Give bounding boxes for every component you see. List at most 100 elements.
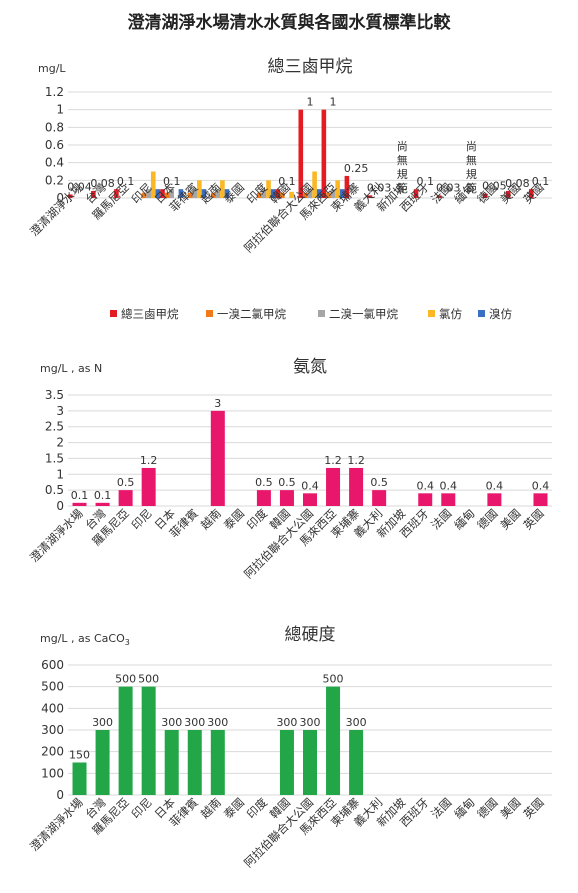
thm-bar (261, 189, 267, 198)
category-label: 緬甸 (451, 506, 477, 532)
hard-bar (141, 686, 156, 795)
thm-bar (220, 180, 225, 198)
y-tick-label: 0.5 (45, 483, 64, 497)
data-label: 1.2 (347, 454, 365, 467)
thm-bar (344, 175, 350, 198)
data-label: 規 (466, 167, 477, 181)
data-label: 0.1 (163, 175, 181, 188)
nh3-bar (118, 490, 133, 506)
data-label: 300 (300, 716, 321, 729)
thm-bar (339, 189, 345, 198)
data-label: 1 (307, 96, 314, 109)
nh3-bar (72, 502, 87, 506)
data-label: 0.05 (482, 180, 507, 193)
data-label: 300 (161, 716, 182, 729)
category-label: 印尼 (129, 506, 155, 532)
legend-swatch (318, 310, 325, 317)
thm-bar (270, 189, 276, 198)
data-label: 0.04 (67, 180, 92, 193)
y-tick-label: 0 (56, 788, 64, 802)
chart-title: 總三鹵甲烷 (268, 57, 353, 77)
chart-title: 氨氮 (293, 357, 327, 377)
category-label: 美國 (497, 506, 523, 532)
category-label: 緬甸 (451, 795, 477, 821)
y-tick-label: 3.5 (45, 388, 64, 402)
hard-bar (72, 762, 87, 795)
thm-bar (215, 189, 221, 198)
legend-swatch (478, 310, 485, 317)
thm-bar (164, 192, 170, 198)
thm-bar (266, 180, 271, 198)
hard-bar (349, 730, 364, 795)
thm-bar (436, 195, 442, 198)
category-label: 澄清湖淨水場 (27, 506, 86, 565)
legend-label: 二溴一氯甲烷 (329, 307, 398, 321)
category-label: 越南 (198, 180, 224, 206)
y-tick-label: 600 (41, 658, 64, 672)
nh3-bar (256, 490, 271, 506)
nh3-bar (533, 493, 548, 506)
data-label: 無 (466, 153, 477, 167)
y-tick-label: 400 (41, 701, 64, 715)
nh3-bar (95, 502, 110, 506)
category-label: 印度 (244, 795, 271, 822)
category-label: 越南 (198, 795, 224, 821)
hard-bar (279, 730, 294, 795)
y-tick-label: 3 (56, 404, 64, 418)
data-label: 500 (115, 673, 136, 686)
data-label: 0.4 (416, 479, 434, 492)
hard-bar (303, 730, 317, 795)
hard-bar (95, 730, 110, 795)
data-label: 1 (330, 96, 337, 109)
thm-bar (528, 189, 534, 198)
category-label: 越南 (198, 506, 224, 532)
legend-label: 溴仿 (489, 307, 512, 321)
y-axis-unit: mg/L , as CaCO3 (40, 632, 130, 647)
thm-bar (169, 189, 175, 198)
nh3-bar (418, 493, 433, 506)
thm-bar (257, 192, 262, 198)
thm-bar (141, 192, 147, 198)
data-label: 1.2 (324, 454, 342, 467)
thm-bar (326, 192, 331, 198)
thm-bar (482, 193, 488, 198)
thm-bar (280, 192, 285, 198)
thm-bar (289, 191, 294, 198)
thm-bar (150, 171, 156, 198)
thm-bar (91, 190, 96, 198)
page-title: 澄清湖淨水場清水水質與各國水質標準比較 (127, 13, 451, 33)
legend-label: 一溴二氯甲烷 (217, 307, 286, 321)
y-tick-label: 0 (56, 191, 64, 205)
category-label: 泰國 (221, 506, 247, 532)
thm-bar (335, 180, 340, 198)
y-tick-label: 1.5 (45, 451, 64, 465)
thm-bar (201, 189, 207, 198)
y-tick-label: 0.2 (45, 173, 64, 187)
data-label: 0.1 (117, 175, 135, 188)
data-label: 範 (397, 181, 408, 195)
nh3-bar (210, 410, 225, 506)
legend-swatch (206, 310, 213, 317)
thm-bar (155, 189, 161, 198)
legend-swatch (428, 310, 435, 317)
thm-bar (178, 189, 184, 198)
legend-label: 氯仿 (439, 307, 462, 321)
legend-swatch (110, 310, 117, 317)
data-label: 1.2 (140, 454, 158, 467)
data-label: 3 (214, 397, 221, 410)
thm-bar (298, 109, 304, 198)
y-tick-label: 0 (56, 499, 64, 513)
data-label: 150 (69, 749, 90, 762)
hard-bar (118, 686, 133, 795)
hard-bar (187, 730, 202, 795)
data-label: 0.4 (532, 479, 550, 492)
y-axis-unit: mg/L (38, 62, 66, 75)
hard-bar (326, 686, 341, 795)
thm-bar (197, 180, 202, 198)
thm-bar (160, 189, 165, 198)
chart-title: 總硬度 (285, 625, 336, 645)
data-label: 無 (397, 153, 408, 167)
category-label: 英國 (520, 506, 546, 532)
y-tick-label: 0.6 (45, 138, 64, 152)
